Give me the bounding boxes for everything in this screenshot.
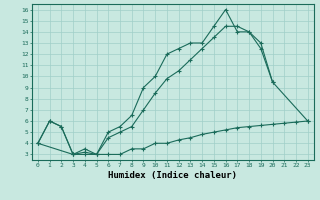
X-axis label: Humidex (Indice chaleur): Humidex (Indice chaleur) (108, 171, 237, 180)
